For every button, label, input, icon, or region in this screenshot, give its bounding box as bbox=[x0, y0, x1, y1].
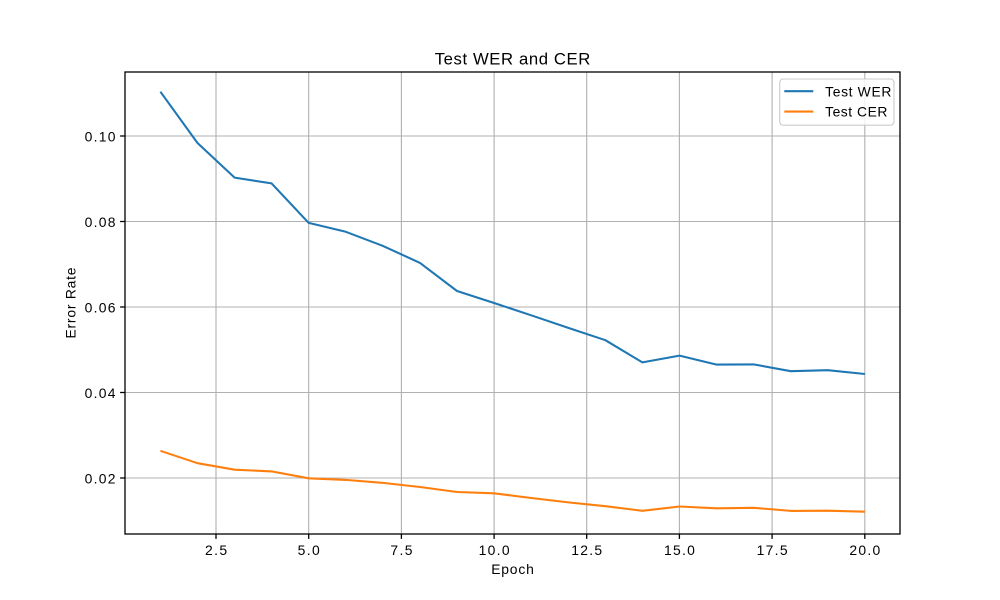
svg-text:0.06: 0.06 bbox=[85, 300, 116, 316]
svg-text:Test WER and CER: Test WER and CER bbox=[435, 50, 591, 69]
svg-text:0.08: 0.08 bbox=[85, 214, 116, 230]
svg-text:15.0: 15.0 bbox=[664, 542, 695, 558]
svg-text:Test WER: Test WER bbox=[825, 83, 891, 99]
svg-text:2.5: 2.5 bbox=[205, 542, 227, 558]
svg-text:0.02: 0.02 bbox=[85, 471, 116, 487]
svg-text:20.0: 20.0 bbox=[849, 542, 880, 558]
svg-text:12.5: 12.5 bbox=[571, 542, 602, 558]
svg-text:Test CER: Test CER bbox=[825, 104, 887, 120]
svg-text:5.0: 5.0 bbox=[298, 542, 320, 558]
svg-text:0.04: 0.04 bbox=[85, 385, 116, 401]
svg-text:0.10: 0.10 bbox=[85, 129, 116, 145]
svg-text:17.5: 17.5 bbox=[757, 542, 788, 558]
svg-text:7.5: 7.5 bbox=[390, 542, 412, 558]
svg-text:10.0: 10.0 bbox=[479, 542, 510, 558]
svg-text:Error Rate: Error Rate bbox=[63, 267, 79, 338]
svg-text:Epoch: Epoch bbox=[491, 561, 534, 577]
